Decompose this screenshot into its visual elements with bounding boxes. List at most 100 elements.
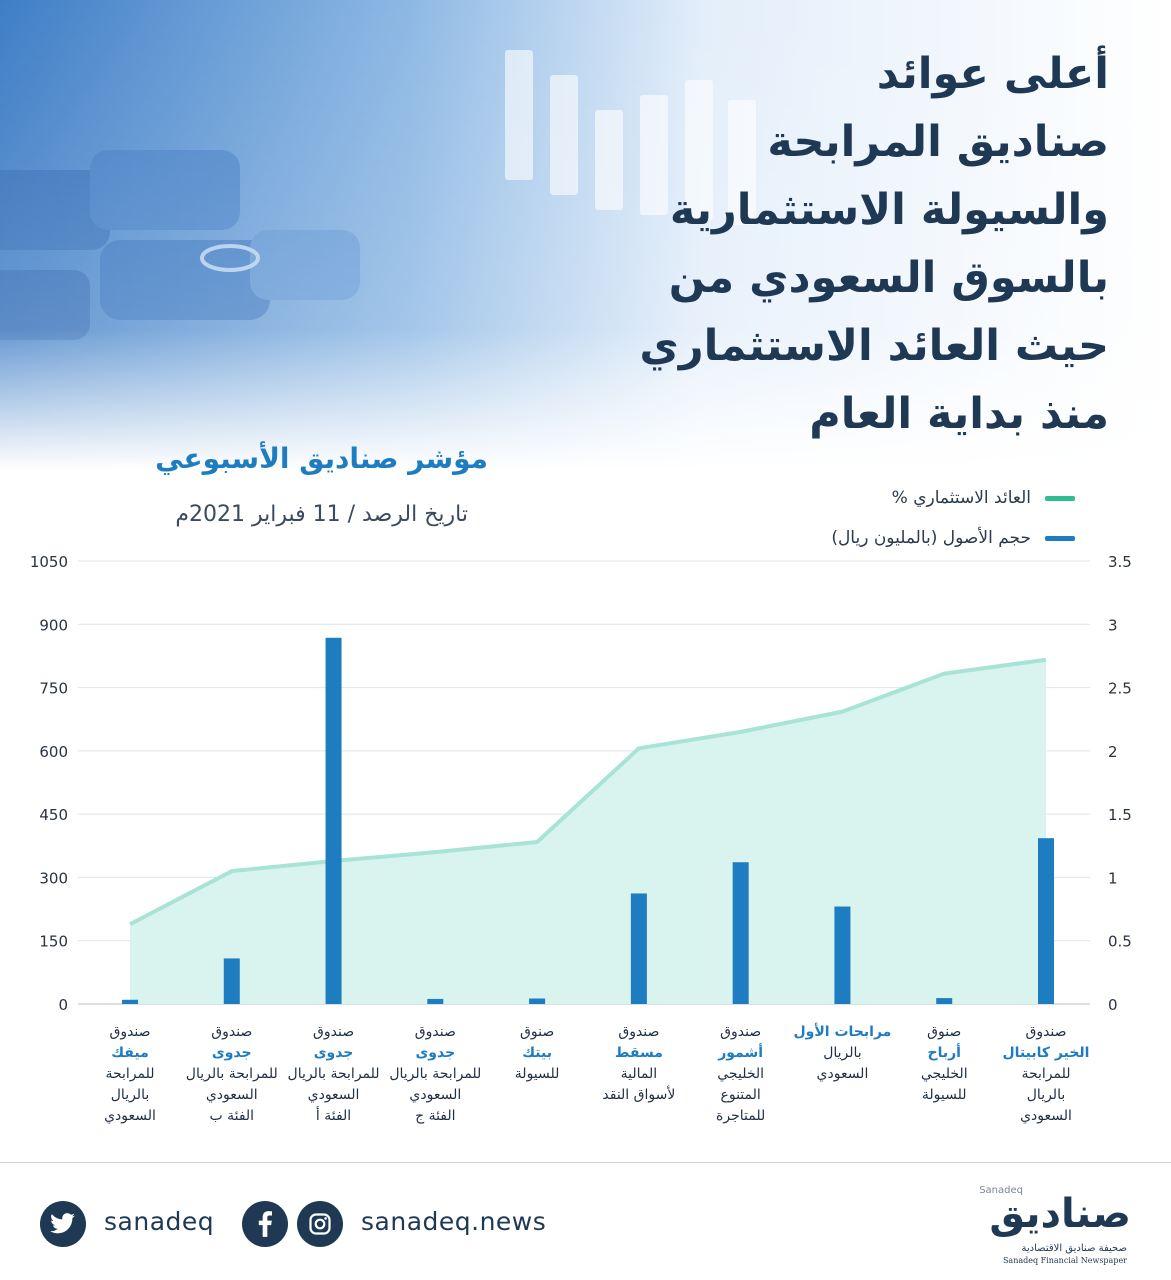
left-axis-tick-label: 900 <box>39 616 68 634</box>
category-label-line: الخليجي <box>920 1066 968 1082</box>
category-label-line: صندوق <box>313 1024 355 1040</box>
headline-line: حيث العائد الاستثماري <box>639 321 1109 371</box>
legend-swatch-assets <box>1045 535 1075 541</box>
category-label: صندوق جدوى للمرابحة بالريال السعودي الفئة ب <box>176 1022 288 1127</box>
assets-bar <box>427 998 444 1004</box>
category-label-line: السعودي <box>409 1087 462 1103</box>
assets-bar <box>834 906 851 1004</box>
category-label-fund-name: أشمور <box>718 1045 764 1061</box>
footer-divider <box>0 1162 1171 1163</box>
hero-banner: أعلى عوائد صناديق المرابحة والسيولة الاس… <box>0 0 1171 470</box>
category-label-line: للمرابحة بالريال <box>287 1066 380 1082</box>
category-label-line: للمتاجرة <box>716 1108 766 1124</box>
headline-line: والسيولة الاستثمارية <box>669 185 1109 235</box>
category-label-line: للسيولة <box>921 1087 967 1103</box>
category-label-line: للمرابحة بالريال <box>185 1066 278 1082</box>
category-label: صندوق جدوى للمرابحة بالريال السعودي الفئة أ <box>278 1022 390 1127</box>
twitter-icon[interactable] <box>40 1201 86 1247</box>
category-label-line: السعودي <box>816 1066 869 1082</box>
headline-line: منذ بداية العام <box>809 389 1109 439</box>
category-label: صندوق الخير كابيتال للمرابحة بالريال السعودي <box>990 1022 1102 1127</box>
combo-chart: 1050 900 750 600 450 300 150 0 3.5 3 2.5 2 1.5 1 0.5 0 <box>30 553 1132 1014</box>
return-area-fill <box>130 659 1046 1004</box>
headline-line: صناديق المرابحة <box>767 117 1109 167</box>
category-label-line: للمرابحة <box>1021 1066 1071 1082</box>
logo-latin-text: Sanadeq <box>979 1185 1023 1196</box>
category-label-fund-name: بيتك <box>522 1045 552 1061</box>
headline-line: أعلى عوائد <box>876 49 1109 99</box>
category-labels: صندوق ميفك للمرابحة بالريال السعودي صندوق جدوى… <box>0 1022 1171 1152</box>
category-label-fund-name: مسقط <box>614 1045 663 1061</box>
facebook-icon[interactable] <box>242 1201 288 1247</box>
right-axis-tick-label: 2.5 <box>1108 680 1132 698</box>
hero-background-image <box>0 0 1171 470</box>
category-label: صندوق جدوى للمرابحة بالريال السعودي الفئة ج <box>379 1022 491 1127</box>
assets-bar <box>223 958 240 1004</box>
category-label-line: صندوق <box>720 1024 762 1040</box>
assets-bar <box>1038 838 1054 1004</box>
category-label: صنوق بيتك للسيولة <box>481 1022 593 1085</box>
category-label-line: صنوق <box>520 1024 555 1040</box>
right-axis-tick-label: 0.5 <box>1108 933 1132 951</box>
category-label-line: الفئة ب <box>209 1108 255 1124</box>
category-label-line: بالريال <box>1026 1087 1066 1103</box>
category-label-fund-name: ميفك <box>111 1045 149 1061</box>
assets-bar <box>122 999 138 1004</box>
right-axis-tick-label: 3.5 <box>1108 553 1132 571</box>
category-label: صندوق ميفك للمرابحة بالريال السعودي <box>74 1022 186 1127</box>
assets-bar <box>529 998 546 1004</box>
category-label-fund-name: الخير كابيتال <box>1002 1045 1090 1061</box>
twitter-handle[interactable]: sanadeq <box>104 1207 215 1236</box>
category-label-fund-name: جدوى <box>415 1045 456 1061</box>
category-label-fund-name: مرابحات الأول <box>793 1024 892 1040</box>
assets-bar <box>936 998 953 1004</box>
legend-item-return: العائد الاستثماري % <box>755 478 1075 518</box>
category-label-line: صندوق <box>1025 1024 1067 1040</box>
category-label-fund-name: أرباح <box>927 1045 961 1061</box>
category-label-line: صندوق <box>211 1024 253 1040</box>
observation-date: تاريخ الرصد / 11 فبراير 2021م <box>175 502 468 527</box>
category-label-line: السعودي <box>1020 1108 1072 1124</box>
category-label-line: الفئة ج <box>415 1108 456 1124</box>
category-label-line: للمرابحة بالريال <box>389 1066 482 1082</box>
category-label-line: السعودي <box>205 1087 258 1103</box>
left-axis-tick-label: 1050 <box>30 553 68 571</box>
legend-label-return: العائد الاستثماري % <box>891 488 1031 508</box>
left-axis-tick-label: 750 <box>39 680 68 698</box>
assets-bar <box>732 862 749 1004</box>
category-label-fund-name: جدوى <box>313 1045 354 1061</box>
category-label-line: المالية <box>620 1066 658 1082</box>
category-label-line: صندوق <box>414 1024 456 1040</box>
right-axis-tick-label: 3 <box>1108 616 1118 634</box>
category-label-line: السعودي <box>307 1087 360 1103</box>
return-series-line <box>129 657 1047 927</box>
category-label-line: الفئة أ <box>315 1108 352 1124</box>
category-label-line: لأسواق النقد <box>602 1087 676 1103</box>
category-label-line: الخليجي <box>717 1066 765 1082</box>
category-label-line: بالريال <box>823 1045 862 1061</box>
category-label-line: صندوق <box>109 1024 151 1040</box>
left-axis-tick-label: 600 <box>39 743 68 761</box>
legend-swatch-return <box>1045 495 1075 501</box>
assets-bar <box>325 637 342 1004</box>
category-label: صنوق أرباح الخليجي للسيولة <box>888 1022 1000 1106</box>
category-label: صندوق مسقط المالية لأسواق النقد <box>583 1022 695 1106</box>
left-axis-tick-label: 150 <box>39 933 68 951</box>
right-axis-tick-label: 2 <box>1108 743 1118 761</box>
logo-tagline-arabic: صحيفة صناديق الاقتصادية <box>1021 1243 1127 1254</box>
legend-label-assets: حجم الأصول (بالمليون ريال) <box>831 528 1031 548</box>
category-label-line: صندوق <box>618 1024 660 1040</box>
category-label-line: صنوق <box>927 1024 962 1040</box>
headline-line: بالسوق السعودي من <box>668 253 1109 303</box>
category-label: صندوق أشمور الخليجي المتنوع للمتاجرة <box>685 1022 797 1127</box>
sanadeq-logo: Sanadeq صناديق صحيفة صناديق الاقتصادية S… <box>971 1183 1131 1265</box>
left-axis-tick-label: 450 <box>39 806 68 824</box>
logo-arabic-text: صناديق <box>989 1191 1131 1237</box>
right-axis-tick-label: 0 <box>1108 996 1118 1014</box>
headline: أعلى عوائد صناديق المرابحة والسيولة الاس… <box>389 40 1109 448</box>
chart-legend: العائد الاستثماري % حجم الأصول (بالمليون… <box>755 478 1075 558</box>
website-handle[interactable]: sanadeq.news <box>361 1207 547 1236</box>
instagram-icon[interactable] <box>297 1201 343 1247</box>
category-label-line: للمرابحة <box>105 1066 155 1082</box>
category-label-line: المتنوع <box>720 1087 761 1103</box>
